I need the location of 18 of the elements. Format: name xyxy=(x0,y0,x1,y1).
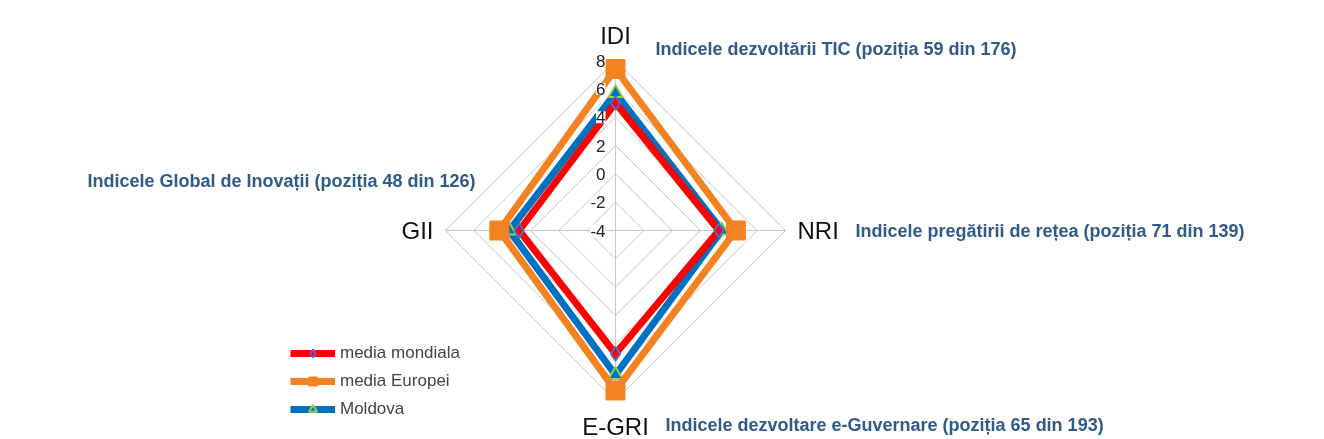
spoke-label: IDI xyxy=(600,21,631,49)
spoke-label: NRI xyxy=(797,217,839,244)
y-tick-label: 8 xyxy=(596,51,606,71)
text: Indicele dezvoltare e-Guvernare (poziția 65 din 193) xyxy=(665,414,1104,435)
y-tick-label: 0 xyxy=(596,164,606,184)
text: Indicele dezvoltării TIC (poziția 59 din 176) xyxy=(655,38,1017,59)
y-tick-label: 4 xyxy=(596,108,606,128)
spoke-label: GII xyxy=(401,217,434,244)
legend-label: media Europei xyxy=(340,371,450,391)
legend-label: media mondiala xyxy=(340,343,461,363)
text: Indicele pregătirii de rețea (poziția 71 din 139) xyxy=(855,220,1245,241)
text: Indicele Global de Inovații (poziția 48 din 126) xyxy=(87,170,476,191)
y-tick-label: -2 xyxy=(590,193,606,213)
y-tick-label: 6 xyxy=(596,79,606,99)
spoke-label: E-GRI xyxy=(582,412,649,439)
legend-label: Moldova xyxy=(340,399,405,419)
y-tick-label: 2 xyxy=(596,136,606,156)
y-tick-label: -4 xyxy=(590,221,606,241)
